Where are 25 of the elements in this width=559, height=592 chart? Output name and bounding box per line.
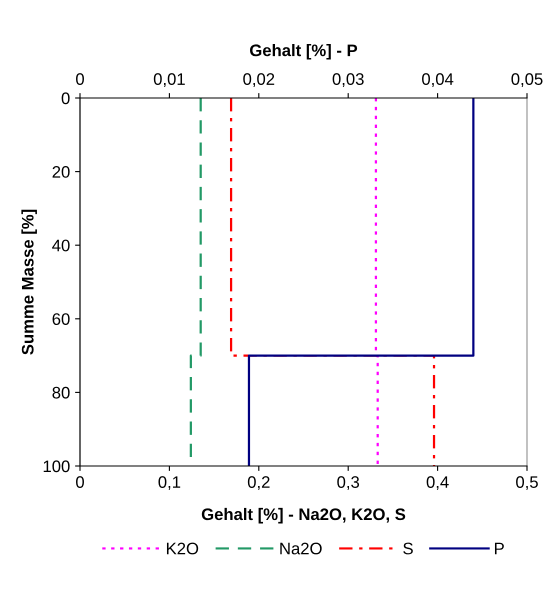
x-tick-label: 0,4 <box>426 476 449 490</box>
x2-tick-label: 0,05 <box>511 73 543 87</box>
legend-label: Na2O <box>280 542 322 554</box>
y-tick-label: 20 <box>52 166 70 178</box>
x-tick-label: 0 <box>76 476 84 488</box>
x-tick-label: 0,3 <box>337 476 360 490</box>
legend-label: K2O <box>166 542 198 554</box>
x-tick-label: 0,5 <box>516 476 538 490</box>
y-tick-label: 0 <box>62 92 70 104</box>
x2-tick-label: 0,02 <box>243 73 274 87</box>
y-tick-label: 100 <box>44 460 70 472</box>
x2-tick-label: 0,01 <box>154 73 185 87</box>
x-tick-label: 0,2 <box>248 476 270 490</box>
x2-tick-label: 0 <box>76 73 84 85</box>
legend-label: P <box>494 542 504 554</box>
x-axis-title: Gehalt [%] - Na2O, K2O, S <box>202 508 406 524</box>
x-tick-label: 0,1 <box>158 476 180 490</box>
y-tick-label: 80 <box>52 386 70 399</box>
y-tick-label: 60 <box>52 313 70 326</box>
y-tick-label: 40 <box>52 240 70 252</box>
y-axis-title: Summe Masse [%] <box>21 210 37 355</box>
x2-tick-label: 0,03 <box>332 73 364 87</box>
x2-tick-label: 0,04 <box>422 73 454 87</box>
legend-label: S <box>403 542 413 554</box>
x2-axis-title: Gehalt [%] - P <box>250 44 358 60</box>
